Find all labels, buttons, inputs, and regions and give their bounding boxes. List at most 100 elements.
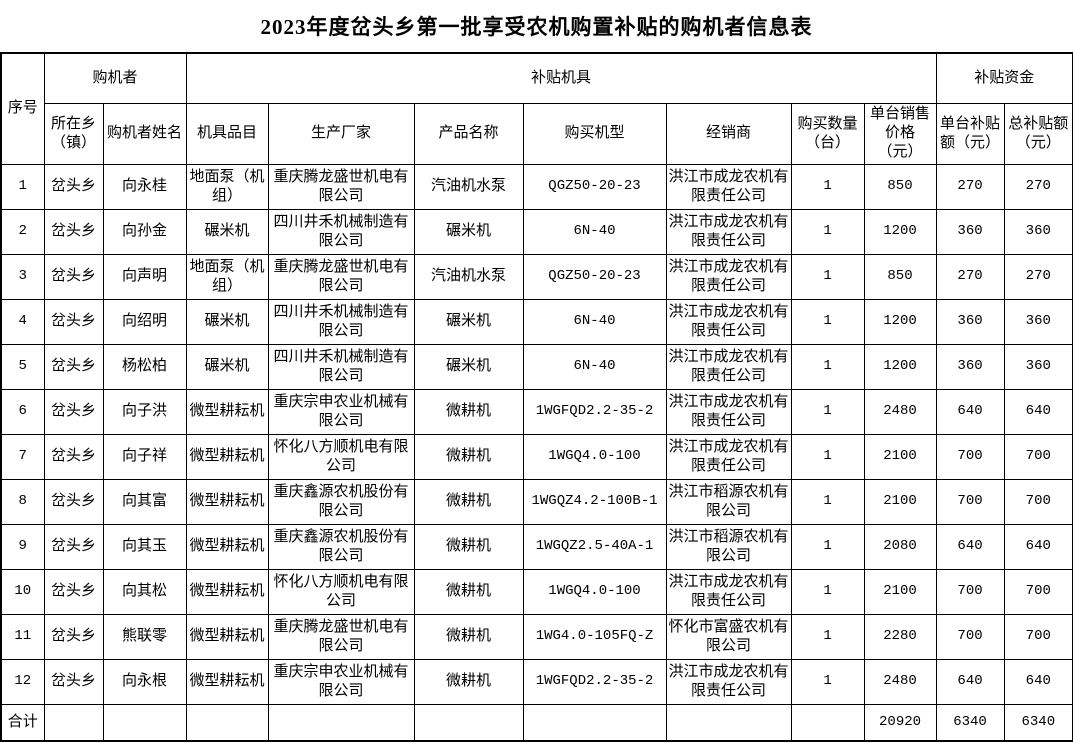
cell-total-subsidy: 270 bbox=[1003, 163, 1073, 210]
cell-model: 1WGQ4.0-100 bbox=[522, 433, 667, 480]
cell-category: 地面泵（机组） bbox=[185, 163, 269, 210]
cell-purchaser-name: 向其富 bbox=[102, 478, 187, 525]
cell-unit-subsidy: 270 bbox=[935, 163, 1005, 210]
cell-quantity: 1 bbox=[790, 478, 865, 525]
table-row: 9 岔头乡 向其玉 微型耕耘机 重庆鑫源农机股份有限公司 微耕机 1WGQZ2.… bbox=[0, 523, 1073, 570]
cell-product: 碾米机 bbox=[413, 343, 524, 390]
cell-quantity: 1 bbox=[790, 253, 865, 300]
cell-total-subsidy: 700 bbox=[1003, 433, 1073, 480]
cell-dealer: 洪江市成龙农机有限责任公司 bbox=[665, 298, 792, 345]
cell-unit-subsidy: 360 bbox=[935, 298, 1005, 345]
table-row: 12 岔头乡 向永根 微型耕耘机 重庆宗申农业机械有限公司 微耕机 1WGFQD… bbox=[0, 658, 1073, 705]
total-empty-cell bbox=[185, 703, 269, 742]
cell-model: 6N-40 bbox=[522, 298, 667, 345]
cell-manufacturer: 重庆宗申农业机械有限公司 bbox=[267, 388, 415, 435]
cell-manufacturer: 重庆腾龙盛世机电有限公司 bbox=[267, 253, 415, 300]
cell-product: 汽油机水泵 bbox=[413, 253, 524, 300]
cell-category: 微型耕耘机 bbox=[185, 388, 269, 435]
total-empty-cell bbox=[102, 703, 187, 742]
cell-unit-subsidy: 700 bbox=[935, 613, 1005, 660]
cell-product: 微耕机 bbox=[413, 388, 524, 435]
cell-seq: 9 bbox=[0, 523, 45, 570]
cell-model: 6N-40 bbox=[522, 208, 667, 255]
cell-township: 岔头乡 bbox=[43, 478, 104, 525]
cell-township: 岔头乡 bbox=[43, 433, 104, 480]
total-row: 合计 20920 6340 6340 bbox=[0, 703, 1073, 742]
cell-unit-subsidy: 640 bbox=[935, 658, 1005, 705]
cell-manufacturer: 重庆宗申农业机械有限公司 bbox=[267, 658, 415, 705]
title-bar: 2023年度岔头乡第一批享受农机购置补贴的购机者信息表 bbox=[0, 0, 1073, 52]
cell-dealer: 洪江市成龙农机有限责任公司 bbox=[665, 568, 792, 615]
cell-total-subsidy: 270 bbox=[1003, 253, 1073, 300]
cell-township: 岔头乡 bbox=[43, 523, 104, 570]
total-total-subsidy: 6340 bbox=[1003, 703, 1073, 742]
cell-total-subsidy: 360 bbox=[1003, 298, 1073, 345]
total-empty-cell bbox=[413, 703, 524, 742]
cell-unit-subsidy: 700 bbox=[935, 478, 1005, 525]
total-empty-cell bbox=[267, 703, 415, 742]
cell-category: 碾米机 bbox=[185, 298, 269, 345]
cell-total-subsidy: 360 bbox=[1003, 343, 1073, 390]
cell-model: 1WG4.0-105FQ-Z bbox=[522, 613, 667, 660]
cell-category: 微型耕耘机 bbox=[185, 658, 269, 705]
table-row: 11 岔头乡 熊联零 微型耕耘机 重庆腾龙盛世机电有限公司 微耕机 1WG4.0… bbox=[0, 613, 1073, 660]
total-label: 合计 bbox=[0, 703, 45, 742]
cell-seq: 4 bbox=[0, 298, 45, 345]
cell-unit-price: 1200 bbox=[863, 298, 937, 345]
cell-unit-price: 2100 bbox=[863, 568, 937, 615]
total-unit-price: 20920 bbox=[863, 703, 937, 742]
cell-manufacturer: 重庆腾龙盛世机电有限公司 bbox=[267, 613, 415, 660]
cell-township: 岔头乡 bbox=[43, 343, 104, 390]
cell-dealer: 洪江市成龙农机有限责任公司 bbox=[665, 343, 792, 390]
cell-quantity: 1 bbox=[790, 658, 865, 705]
cell-category: 微型耕耘机 bbox=[185, 568, 269, 615]
total-empty-cell bbox=[522, 703, 667, 742]
cell-category: 微型耕耘机 bbox=[185, 478, 269, 525]
cell-township: 岔头乡 bbox=[43, 658, 104, 705]
table-row: 2 岔头乡 向孙金 碾米机 四川井禾机械制造有限公司 碾米机 6N-40 洪江市… bbox=[0, 208, 1073, 255]
cell-dealer: 洪江市稻源农机有限公司 bbox=[665, 523, 792, 570]
total-empty-cell bbox=[665, 703, 792, 742]
cell-quantity: 1 bbox=[790, 568, 865, 615]
cell-purchaser-name: 向孙金 bbox=[102, 208, 187, 255]
cell-dealer: 洪江市成龙农机有限责任公司 bbox=[665, 658, 792, 705]
subsidy-table: 序号 购机者 补贴机具 补贴资金 所在乡 （镇） 购机者姓名 机具品目 生产厂家… bbox=[0, 52, 1073, 742]
table-row: 1 岔头乡 向永桂 地面泵（机组） 重庆腾龙盛世机电有限公司 汽油机水泵 QGZ… bbox=[0, 163, 1073, 210]
header-unit-price: 单台销售 价格 （元） bbox=[863, 102, 937, 165]
header-manufacturer: 生产厂家 bbox=[267, 102, 415, 165]
cell-quantity: 1 bbox=[790, 388, 865, 435]
cell-seq: 3 bbox=[0, 253, 45, 300]
cell-manufacturer: 四川井禾机械制造有限公司 bbox=[267, 343, 415, 390]
cell-seq: 1 bbox=[0, 163, 45, 210]
cell-dealer: 洪江市成龙农机有限责任公司 bbox=[665, 253, 792, 300]
cell-product: 汽油机水泵 bbox=[413, 163, 524, 210]
cell-model: QGZ50-20-23 bbox=[522, 163, 667, 210]
cell-seq: 8 bbox=[0, 478, 45, 525]
cell-unit-price: 1200 bbox=[863, 343, 937, 390]
cell-product: 微耕机 bbox=[413, 478, 524, 525]
total-empty-cell bbox=[43, 703, 104, 742]
cell-manufacturer: 重庆鑫源农机股份有限公司 bbox=[267, 478, 415, 525]
cell-unit-subsidy: 640 bbox=[935, 388, 1005, 435]
cell-product: 微耕机 bbox=[413, 568, 524, 615]
cell-township: 岔头乡 bbox=[43, 163, 104, 210]
cell-product: 碾米机 bbox=[413, 298, 524, 345]
cell-unit-price: 2280 bbox=[863, 613, 937, 660]
cell-manufacturer: 四川井禾机械制造有限公司 bbox=[267, 298, 415, 345]
cell-dealer: 洪江市成龙农机有限责任公司 bbox=[665, 433, 792, 480]
cell-dealer: 洪江市稻源农机有限公司 bbox=[665, 478, 792, 525]
cell-unit-price: 1200 bbox=[863, 208, 937, 255]
cell-unit-subsidy: 700 bbox=[935, 568, 1005, 615]
cell-seq: 6 bbox=[0, 388, 45, 435]
cell-seq: 7 bbox=[0, 433, 45, 480]
cell-dealer: 洪江市成龙农机有限责任公司 bbox=[665, 163, 792, 210]
cell-purchaser-name: 向声明 bbox=[102, 253, 187, 300]
cell-model: 6N-40 bbox=[522, 343, 667, 390]
cell-product: 微耕机 bbox=[413, 613, 524, 660]
cell-manufacturer: 怀化八方顺机电有限公司 bbox=[267, 433, 415, 480]
table-row: 3 岔头乡 向声明 地面泵（机组） 重庆腾龙盛世机电有限公司 汽油机水泵 QGZ… bbox=[0, 253, 1073, 300]
header-purchaser-name: 购机者姓名 bbox=[102, 102, 187, 165]
cell-category: 微型耕耘机 bbox=[185, 523, 269, 570]
cell-purchaser-name: 向永桂 bbox=[102, 163, 187, 210]
